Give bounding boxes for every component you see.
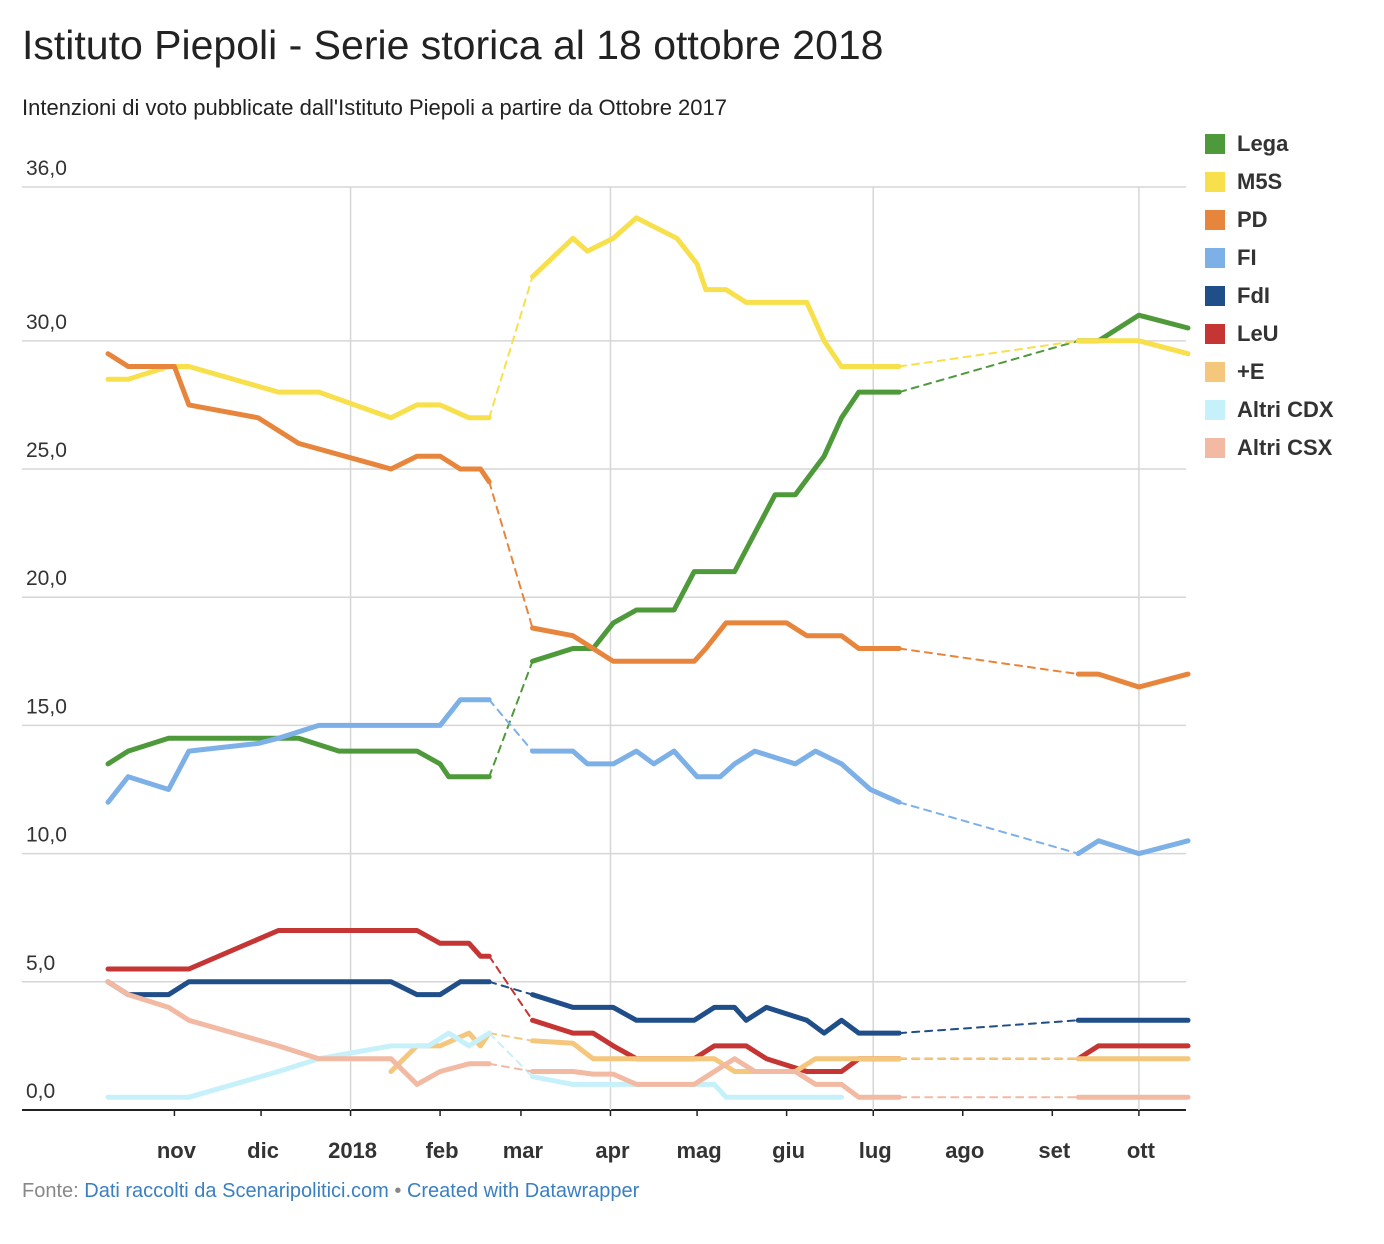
datawrapper-link[interactable]: Created with Datawrapper [406,1180,640,1202]
legend-swatch [1205,248,1225,268]
y-tick-label: 5,0 [26,952,55,975]
legend-item: Lega [1205,125,1334,163]
legend-label: M5S [1237,169,1283,194]
legend-swatch [1205,172,1225,192]
legend-swatch [1205,400,1225,420]
legend-swatch [1205,438,1225,458]
series-line-fdi [530,992,902,1036]
series-line-altri-cdx [530,1074,844,1100]
series-line-pd [530,620,902,664]
legend-swatch [1205,286,1225,306]
legend-item: Altri CDX [1205,391,1334,429]
legend-item: Altri CSX [1205,429,1334,467]
legend-item: LeU [1205,315,1334,353]
legend-swatch [1205,210,1225,230]
series-line--e-dashed [488,1032,534,1042]
legend-swatch [1205,134,1225,154]
series-line-m5s [105,364,492,421]
y-tick-label: 36,0 [26,157,67,180]
legend-label: Altri CDX [1237,397,1334,422]
legend-label: FdI [1237,283,1270,308]
legend: Lega M5S PD FI FdI LeU +E Altri CDX Altri CSX [1205,125,1334,467]
series-line-lega [105,735,492,780]
y-tick-label: 0,0 [26,1080,55,1103]
series-line-pd-dashed [488,480,534,629]
x-tick-label: set [1038,1138,1070,1163]
legend-label: PD [1237,207,1268,232]
x-tick-label: ago [945,1138,984,1163]
series-line-altri-cdx-dashed [488,1032,534,1078]
series-line-fdi [105,979,492,998]
series-line-lega-dashed [488,660,534,778]
series-line-fdi-dashed [488,980,534,996]
legend-item: PD [1205,201,1334,239]
series-line-lega [530,389,902,664]
series-line-altri-csx-dashed [488,1062,534,1073]
x-tick-label: 2018 [328,1138,377,1163]
series-line-fi-dashed [898,801,1080,855]
series-line-altri-csx [105,979,492,1087]
series-line-lega-dashed [898,339,1080,394]
legend-item: FdI [1205,277,1334,315]
legend-item: FI [1205,239,1334,277]
series-line--e [530,1038,902,1074]
series-line-pd-dashed [898,647,1080,676]
x-tick-label: ott [1127,1138,1156,1163]
legend-label: +E [1237,359,1265,384]
series-line-fi [1075,838,1191,857]
series-line-fi [530,748,902,805]
series-line-leu [1075,1043,1191,1062]
series-line-m5s [530,215,902,369]
series-line-pd [1075,671,1191,690]
source-link[interactable]: Dati raccolti da Scenaripolitici.com [84,1180,389,1202]
legend-item: M5S [1205,163,1334,201]
y-tick-label: 10,0 [26,824,67,847]
y-tick-label: 20,0 [26,567,67,590]
series-line-fi [105,697,492,805]
y-tick-label: 30,0 [26,311,67,334]
series-line-lega [1075,312,1191,344]
series-line-pd [105,351,492,485]
chart-title: Istituto Piepoli - Serie storica al 18 o… [22,22,884,68]
legend-item: +E [1205,353,1334,391]
series-line-m5s-dashed [898,339,1080,368]
x-tick-label: nov [157,1138,197,1163]
y-tick-label: 25,0 [26,439,67,462]
y-tick-label: 15,0 [26,695,67,718]
legend-swatch [1205,324,1225,344]
series-line-leu [105,928,492,972]
x-tick-label: giu [772,1138,805,1163]
series-line-m5s [1075,338,1191,357]
legend-label: Altri CSX [1237,435,1333,460]
legend-label: Lega [1237,131,1289,156]
series-line-leu [530,1017,902,1074]
series-line-m5s-dashed [488,275,534,419]
x-tick-label: mag [676,1138,721,1163]
x-tick-label: mar [503,1138,544,1163]
footer-separator: • [388,1180,407,1202]
legend-label: LeU [1237,321,1279,346]
x-tick-label: apr [595,1138,630,1163]
legend-swatch [1205,362,1225,382]
series-line-fi-dashed [488,698,534,753]
x-tick-label: lug [859,1138,892,1163]
series-line-altri-csx [530,1056,902,1100]
footer-prefix: Fonte: [22,1180,85,1202]
chart-subtitle: Intenzioni di voto pubblicate dall'Istit… [22,95,727,120]
series-line-leu-dashed [488,955,534,1022]
footer: Fonte: Dati raccolti da Scenaripolitici.… [22,1180,639,1203]
x-tick-label: dic [247,1138,279,1163]
series-line-fdi-dashed [898,1019,1080,1035]
x-tick-label: feb [426,1138,459,1163]
series-line-altri-cdx [105,1030,492,1100]
legend-label: FI [1237,245,1257,270]
